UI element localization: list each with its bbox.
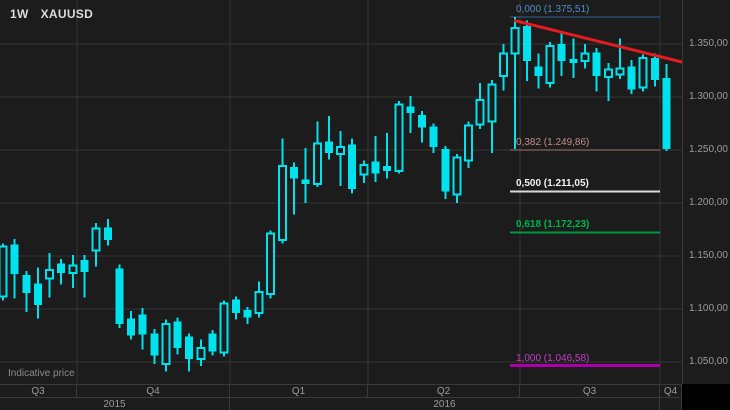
year-label: 2015 xyxy=(0,398,230,410)
fib-label[interactable]: 0,000 (1.375,51) xyxy=(516,3,590,15)
quarter-label: Q2 xyxy=(368,385,520,398)
year-label xyxy=(660,398,682,410)
time-axis[interactable]: Q3 Q4 Q1 Q2 Q3 Q4 2015 2016 xyxy=(0,384,682,410)
year-label: 2016 xyxy=(230,398,660,410)
price-tick-label: 1.050,00 xyxy=(689,356,728,367)
fib-label[interactable]: 0,382 (1.249,86) xyxy=(516,137,590,149)
price-chart-plot[interactable]: 1W XAUUSD 0,000 (1.375,51) 0,382 (1.249,8… xyxy=(0,0,682,384)
quarter-row: Q3 Q4 Q1 Q2 Q3 Q4 xyxy=(0,384,682,398)
quarter-label: Q3 xyxy=(0,385,77,398)
axis-corner xyxy=(682,384,730,410)
symbol-label: XAUUSD xyxy=(40,7,94,21)
price-tick-label: 1.100,00 xyxy=(689,303,728,314)
price-tick-label: 1.200,00 xyxy=(689,197,728,208)
chart-legend: 1W XAUUSD xyxy=(10,7,93,21)
quarter-label: Q1 xyxy=(230,385,368,398)
indicative-price-label: Indicative price xyxy=(8,368,75,379)
price-axis[interactable]: 1.350,00 1.300,00 1.250,00 1.200,00 1.150,00… xyxy=(682,0,730,384)
quarter-label: Q3 xyxy=(520,385,660,398)
quarter-label: Q4 xyxy=(660,385,682,398)
fib-label[interactable]: 1,000 (1.046,58) xyxy=(516,352,590,364)
candlestick-chart-canvas xyxy=(0,0,682,384)
price-tick-label: 1.350,00 xyxy=(689,38,728,49)
timeframe-label: 1W xyxy=(10,7,29,21)
candlestick-series xyxy=(0,16,671,372)
trend-line[interactable] xyxy=(513,19,682,64)
fib-label[interactable]: 0,500 (1.211,05) xyxy=(516,178,589,190)
price-tick-label: 1.150,00 xyxy=(689,250,728,261)
price-tick-label: 1.250,00 xyxy=(689,144,728,155)
year-row: 2015 2016 xyxy=(0,397,682,410)
fib-retracement-lines[interactable] xyxy=(510,16,660,368)
quarter-label: Q4 xyxy=(77,385,230,398)
grid-lines xyxy=(0,0,682,384)
price-tick-label: 1.300,00 xyxy=(689,91,728,102)
fib-label[interactable]: 0,618 (1.172,23) xyxy=(516,219,590,231)
